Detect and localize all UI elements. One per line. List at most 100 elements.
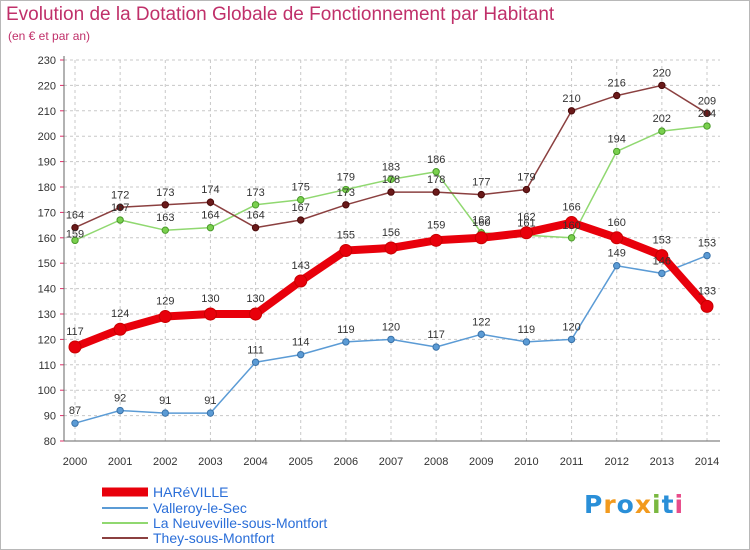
data-label: 92 [114,393,126,405]
x-tick-label: 2013 [650,456,674,468]
data-label: 149 [608,248,626,260]
legend-label: HARéVILLE [153,484,228,500]
data-label: 161 [517,217,535,229]
data-point [567,335,576,344]
data-point [567,234,576,242]
x-tick-label: 2000 [63,456,87,468]
x-tick-label: 2009 [469,456,493,468]
data-label: 209 [698,95,716,107]
x-tick-label: 2005 [288,456,312,468]
data-label: 130 [201,293,219,305]
data-point [658,269,666,278]
data-label: 167 [292,202,310,214]
data-point [522,185,531,194]
data-label: 91 [159,395,171,407]
data-point [613,147,621,156]
data-point [387,335,395,344]
data-label: 163 [156,212,174,224]
data-point [297,216,305,224]
y-tick-label: 120 [38,334,56,346]
logo-letter: t [661,490,675,519]
data-point [658,127,666,135]
data-point [161,409,169,417]
y-tick-label: 180 [38,182,56,194]
data-label: 129 [156,296,174,308]
x-tick-label: 2007 [379,456,403,468]
legend-label: Valleroy-le-Sec [153,500,247,516]
y-tick-label: 130 [38,309,56,321]
data-point [203,307,217,321]
data-label: 160 [562,220,580,232]
data-point [158,310,172,324]
data-label: 172 [111,189,129,201]
data-label: 174 [201,184,219,196]
data-label: 143 [292,260,310,272]
data-label: 124 [111,308,129,320]
y-tick-label: 220 [38,80,56,92]
y-tick-label: 90 [44,411,56,423]
y-tick-label: 100 [38,385,56,397]
data-point [610,231,624,245]
data-point [206,409,215,417]
data-point [71,419,79,427]
data-label: 111 [247,344,264,356]
data-label: 87 [69,405,81,417]
chart-title: Evolution de la Dotation Globale de Fonc… [6,4,555,25]
data-label: 220 [653,67,671,79]
data-label: 160 [608,217,626,229]
data-point [703,109,711,118]
data-label: 162 [517,212,535,224]
data-label: 210 [562,93,580,105]
data-label: 155 [337,230,355,242]
x-tick-label: 2010 [514,456,538,468]
data-point [567,107,576,115]
data-point [565,216,579,230]
data-label: 178 [382,174,400,186]
y-tick-label: 190 [38,157,56,169]
data-point [297,350,305,359]
data-point [613,262,621,270]
data-point [700,299,714,313]
y-tick-label: 210 [38,106,56,118]
legend-label: They-sous-Montfort [153,530,274,546]
data-label: 164 [201,210,219,222]
x-tick-label: 2003 [198,456,222,468]
data-point [613,91,621,100]
data-point [116,216,124,224]
data-point [384,241,398,255]
data-label: 120 [382,321,400,333]
data-label: 166 [562,202,580,214]
data-label: 133 [698,285,716,297]
data-label: 91 [204,395,216,407]
data-label: 146 [653,255,671,267]
x-tick-label: 2012 [604,456,628,468]
y-tick-label: 80 [44,436,56,448]
data-point [113,322,127,336]
data-label: 153 [698,238,716,250]
data-point [432,168,440,176]
x-tick-label: 2001 [108,456,132,468]
data-point [342,201,350,209]
logo-letter: i [652,490,662,519]
data-label: 164 [246,210,264,222]
data-point [71,223,79,232]
data-point [477,190,485,199]
data-label: 179 [337,172,355,184]
y-tick-label: 150 [38,258,56,270]
data-point [251,223,260,232]
data-point [342,338,350,346]
data-point [206,198,215,206]
logo-letter: o [616,490,635,519]
data-label: 156 [382,227,400,239]
data-label: 173 [156,187,174,199]
data-label: 173 [246,187,264,199]
data-label: 204 [698,108,716,120]
data-label: 216 [608,78,626,90]
data-label: 173 [337,187,355,199]
logo-letter: i [674,490,685,519]
data-label: 164 [66,210,84,222]
data-point [432,343,440,351]
y-tick-label: 140 [38,284,56,296]
data-point [342,185,350,194]
x-tick-label: 2002 [153,456,177,468]
